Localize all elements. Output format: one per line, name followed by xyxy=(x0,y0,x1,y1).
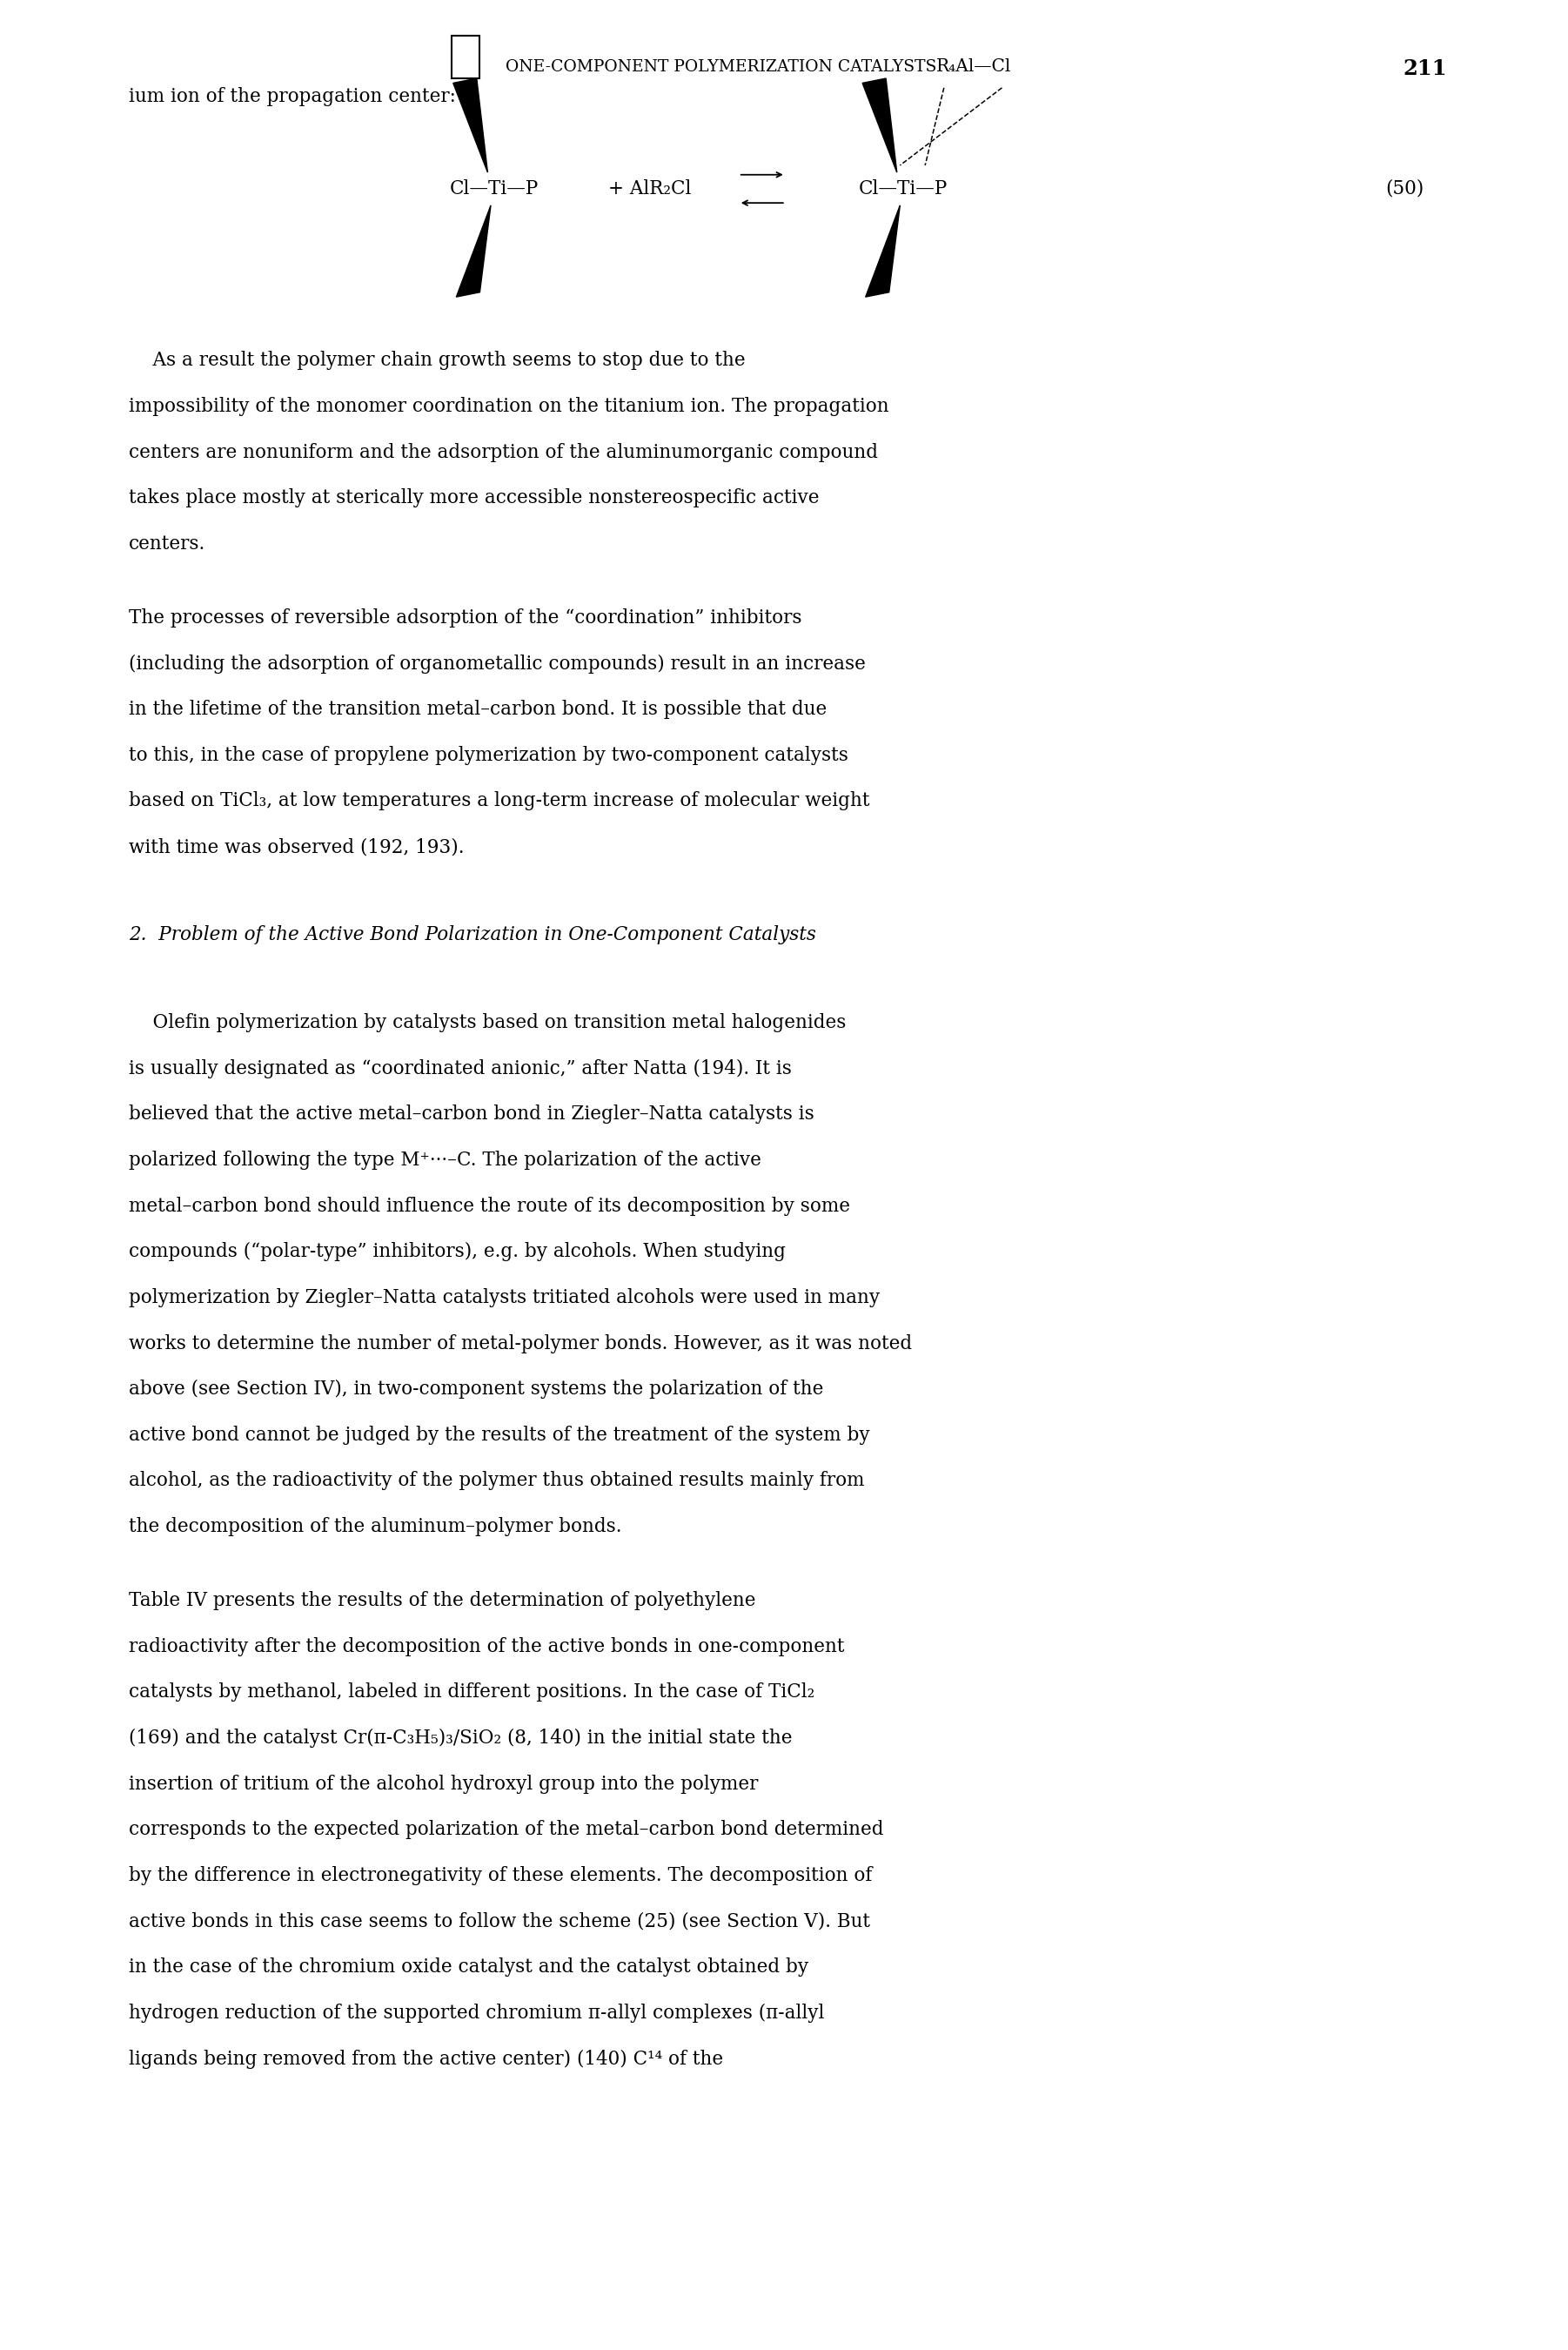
Text: Table IV presents the results of the determination of polyethylene: Table IV presents the results of the det… xyxy=(129,1591,756,1610)
Text: (169) and the catalyst Cr(π-C₃H₅)₃/SiO₂ (8, 140) in the initial state the: (169) and the catalyst Cr(π-C₃H₅)₃/SiO₂ … xyxy=(129,1730,792,1748)
Text: impossibility of the monomer coordination on the titanium ion. The propagation: impossibility of the monomer coordinatio… xyxy=(129,397,889,416)
Text: active bond cannot be judged by the results of the treatment of the system by: active bond cannot be judged by the resu… xyxy=(129,1426,870,1445)
Text: corresponds to the expected polarization of the metal–carbon bond determined: corresponds to the expected polarization… xyxy=(129,1821,883,1840)
Text: by the difference in electronegativity of these elements. The decomposition of: by the difference in electronegativity o… xyxy=(129,1866,872,1885)
Text: takes place mostly at sterically more accessible nonstereospecific active: takes place mostly at sterically more ac… xyxy=(129,489,818,508)
Text: Cl—Ti—P: Cl—Ti—P xyxy=(450,179,538,197)
Text: + AlR₂Cl: + AlR₂Cl xyxy=(608,179,691,197)
Text: in the case of the chromium oxide catalyst and the catalyst obtained by: in the case of the chromium oxide cataly… xyxy=(129,1958,808,1976)
Text: (including the adsorption of organometallic compounds) result in an increase: (including the adsorption of organometal… xyxy=(129,653,866,674)
Text: 211: 211 xyxy=(1403,59,1447,80)
Text: ium ion of the propagation center:: ium ion of the propagation center: xyxy=(129,87,456,106)
Text: alcohol, as the radioactivity of the polymer thus obtained results mainly from: alcohol, as the radioactivity of the pol… xyxy=(129,1471,864,1490)
Text: works to determine the number of metal-polymer bonds. However, as it was noted: works to determine the number of metal-p… xyxy=(129,1335,913,1354)
Text: polarized following the type M⁺···–C. The polarization of the active: polarized following the type M⁺···–C. Th… xyxy=(129,1152,760,1170)
Text: metal–carbon bond should influence the route of its decomposition by some: metal–carbon bond should influence the r… xyxy=(129,1196,850,1215)
Text: R₄Al—Cl: R₄Al—Cl xyxy=(936,59,1011,75)
Text: Olefin polymerization by catalysts based on transition metal halogenides: Olefin polymerization by catalysts based… xyxy=(129,1013,845,1032)
Text: Cl—Ti—P: Cl—Ti—P xyxy=(859,179,947,197)
Text: based on TiCl₃, at low temperatures a long-term increase of molecular weight: based on TiCl₃, at low temperatures a lo… xyxy=(129,792,870,811)
Text: ligands being removed from the active center) (140) C¹⁴ of the: ligands being removed from the active ce… xyxy=(129,2049,723,2068)
Text: (50): (50) xyxy=(1385,179,1424,197)
Text: centers.: centers. xyxy=(129,533,205,552)
Text: believed that the active metal–carbon bond in Ziegler–Natta catalysts is: believed that the active metal–carbon bo… xyxy=(129,1104,814,1123)
Text: ONE-COMPONENT POLYMERIZATION CATALYSTS: ONE-COMPONENT POLYMERIZATION CATALYSTS xyxy=(506,59,936,75)
Text: 2.  Problem of the Active Bond Polarization in One-Component Catalysts: 2. Problem of the Active Bond Polarizati… xyxy=(129,926,815,945)
Bar xyxy=(452,35,480,78)
Text: to this, in the case of propylene polymerization by two-component catalysts: to this, in the case of propylene polyme… xyxy=(129,745,848,764)
Polygon shape xyxy=(456,204,491,296)
Polygon shape xyxy=(862,78,897,172)
Text: The processes of reversible adsorption of the “coordination” inhibitors: The processes of reversible adsorption o… xyxy=(129,609,801,627)
Text: active bonds in this case seems to follow the scheme (25) (see Section V). But: active bonds in this case seems to follo… xyxy=(129,1913,870,1932)
Text: with time was observed (192, 193).: with time was observed (192, 193). xyxy=(129,837,464,855)
Text: catalysts by methanol, labeled in different positions. In the case of TiCl₂: catalysts by methanol, labeled in differ… xyxy=(129,1683,814,1701)
Text: compounds (“polar-type” inhibitors), e.g. by alcohols. When studying: compounds (“polar-type” inhibitors), e.g… xyxy=(129,1243,786,1262)
Text: above (see Section IV), in two-component systems the polarization of the: above (see Section IV), in two-component… xyxy=(129,1379,823,1398)
Polygon shape xyxy=(453,78,488,172)
Polygon shape xyxy=(866,204,900,296)
Text: in the lifetime of the transition metal–carbon bond. It is possible that due: in the lifetime of the transition metal–… xyxy=(129,700,826,719)
Text: polymerization by Ziegler–Natta catalysts tritiated alcohols were used in many: polymerization by Ziegler–Natta catalyst… xyxy=(129,1288,880,1307)
Text: centers are nonuniform and the adsorption of the aluminumorganic compound: centers are nonuniform and the adsorptio… xyxy=(129,442,878,461)
Text: As a result the polymer chain growth seems to stop due to the: As a result the polymer chain growth see… xyxy=(129,350,745,369)
Text: is usually designated as “coordinated anionic,” after Natta (194). It is: is usually designated as “coordinated an… xyxy=(129,1060,792,1079)
Text: radioactivity after the decomposition of the active bonds in one-component: radioactivity after the decomposition of… xyxy=(129,1638,844,1657)
Text: the decomposition of the aluminum–polymer bonds.: the decomposition of the aluminum–polyme… xyxy=(129,1518,621,1537)
Text: hydrogen reduction of the supported chromium π-allyl complexes (π-allyl: hydrogen reduction of the supported chro… xyxy=(129,2005,825,2023)
Text: insertion of tritium of the alcohol hydroxyl group into the polymer: insertion of tritium of the alcohol hydr… xyxy=(129,1774,757,1793)
